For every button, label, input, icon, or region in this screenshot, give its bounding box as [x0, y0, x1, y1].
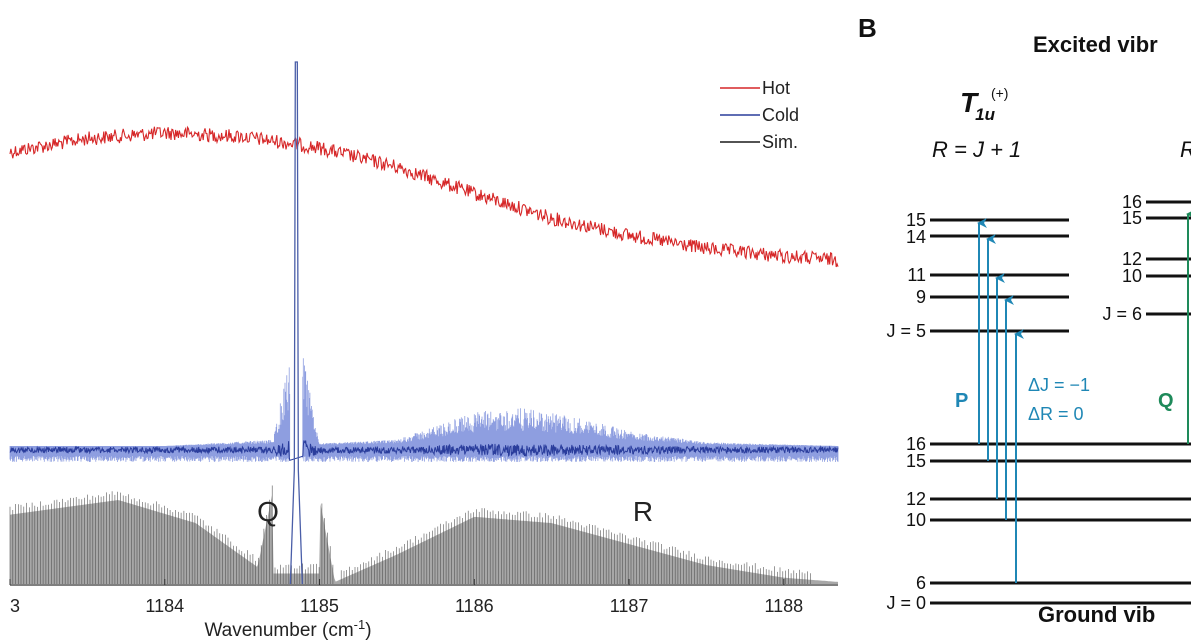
x-tick-label: 3: [10, 596, 20, 616]
ground-level-label-12: 12: [906, 489, 926, 509]
x-tick-label: 1187: [610, 596, 649, 616]
legend-label-sim: Sim.: [762, 132, 798, 152]
ground-level-label-15: 15: [906, 451, 926, 471]
excited2-level-label-10: 10: [1122, 266, 1142, 286]
excited-level-label-11: 11: [907, 265, 926, 285]
symmetry-label: T1u(+): [960, 85, 1008, 124]
excited2-level-label-15: 15: [1122, 208, 1142, 228]
excited-level-label-15: 15: [906, 210, 926, 230]
excited-level-label-14: 14: [906, 227, 926, 247]
sim-series: [9, 485, 838, 584]
level-diagram-panel: B Excited vibr Ground vib T1u(+) R = J +…: [858, 13, 1191, 627]
selection-rule-dj: ΔJ = −1: [1028, 375, 1090, 395]
annotation-r: R: [633, 496, 653, 527]
cold-series-envelope: [9, 358, 839, 462]
legend: Hot Cold Sim.: [720, 78, 799, 152]
legend-label-hot: Hot: [762, 78, 790, 98]
legend-label-cold: Cold: [762, 105, 799, 125]
x-tick-label: 1186: [455, 596, 494, 616]
x-axis-title: Wavenumber (cm-1): [204, 617, 371, 641]
q-branch-peak: [289, 61, 303, 585]
spectrum-panel: 3 1184 1185 1186 1187 1188 Wavenumber (cm-1) …: [9, 61, 839, 641]
x-axis-title-sup: -1: [354, 617, 366, 632]
p-branch-label: P: [955, 390, 968, 412]
x-axis-ticks: 3 1184 1185 1186 1187 1188: [9, 579, 803, 616]
cold-series-line: [9, 440, 839, 461]
excited-level-label-5: J = 5: [886, 321, 926, 341]
x-tick-label: 1185: [300, 596, 339, 616]
ground-level-label-10: 10: [906, 510, 926, 530]
excited-level-label-9: 9: [916, 287, 926, 307]
x-axis-title-close: ): [365, 620, 371, 641]
q-branch-label: Q: [1158, 390, 1174, 412]
sim-series-sticks: [9, 485, 811, 584]
panel-label-b: B: [858, 13, 877, 43]
ground-level-label-0: J = 0: [886, 593, 926, 613]
cold-series: [9, 358, 839, 462]
excited2-level-label-12: 12: [1122, 249, 1142, 269]
hot-series-line: [9, 125, 839, 268]
x-tick-label: 1188: [764, 596, 803, 616]
rotation-rule: R = J + 1: [932, 137, 1021, 162]
annotation-q: Q: [257, 496, 279, 527]
excited2-level-label-16: 16: [1122, 192, 1142, 212]
hot-series: [9, 125, 839, 268]
x-tick-label: 1184: [145, 596, 184, 616]
selection-rule-dr: ΔR = 0: [1028, 404, 1084, 424]
ground-level-label-16: 16: [906, 434, 926, 454]
ground-heading: Ground vib: [1038, 602, 1155, 627]
excited2-level-label-6: J = 6: [1102, 304, 1142, 324]
excited-heading: Excited vibr: [1033, 32, 1158, 57]
ground-level-label-6: 6: [916, 573, 926, 593]
rotation-rule-cut: R: [1180, 137, 1191, 162]
